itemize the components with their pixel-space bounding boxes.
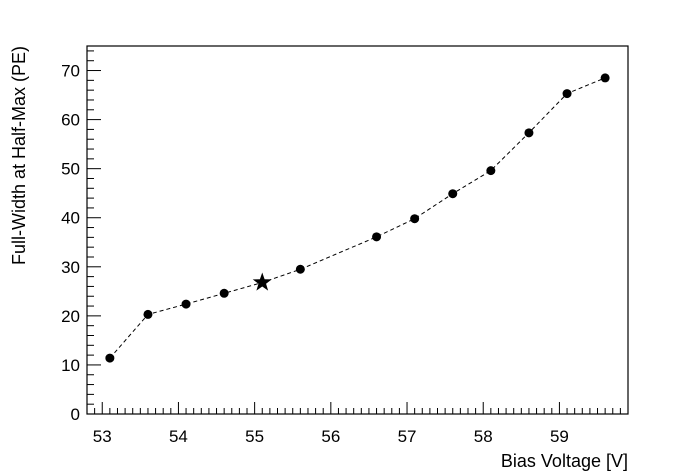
- y-axis-tick-labels: 0 10 20 30 40 50 60 70: [61, 62, 80, 424]
- data-point: [486, 166, 496, 176]
- y-axis-title: Full-Width at Half-Max (PE): [9, 46, 29, 265]
- x-tick-label: 57: [398, 427, 417, 446]
- x-axis-tick-labels: 53 54 55 56 57 58 59: [93, 427, 569, 446]
- y-axis-ticks: [87, 50, 101, 415]
- data-point: [524, 128, 534, 138]
- y-tick-label: 50: [61, 160, 80, 179]
- data-point: [105, 353, 115, 363]
- data-point: [295, 264, 305, 274]
- x-tick-label: 56: [321, 427, 340, 446]
- data-point: [219, 288, 229, 298]
- y-tick-label: 40: [61, 209, 80, 228]
- x-tick-label: 53: [93, 427, 112, 446]
- x-tick-label: 55: [245, 427, 264, 446]
- data-point: [562, 89, 572, 99]
- y-tick-label: 70: [61, 62, 80, 81]
- data-point: [600, 73, 610, 83]
- plot-frame: [86, 45, 629, 415]
- data-series: [105, 73, 610, 363]
- y-tick-label: 0: [71, 405, 80, 424]
- y-tick-label: 30: [61, 258, 80, 277]
- y-tick-label: 20: [61, 307, 80, 326]
- data-point: [372, 232, 382, 242]
- data-point: [181, 299, 191, 309]
- data-point: [410, 214, 420, 224]
- x-tick-label: 59: [550, 427, 569, 446]
- x-axis-title: Bias Voltage [V]: [501, 451, 628, 471]
- y-tick-label: 10: [61, 356, 80, 375]
- x-tick-label: 58: [474, 427, 493, 446]
- y-tick-label: 60: [61, 111, 80, 130]
- highlight-star-marker: [252, 272, 272, 291]
- data-point: [143, 309, 153, 319]
- x-axis-ticks: [86, 402, 629, 414]
- data-point: [448, 189, 458, 199]
- series-line: [109, 77, 606, 359]
- x-tick-label: 54: [169, 427, 188, 446]
